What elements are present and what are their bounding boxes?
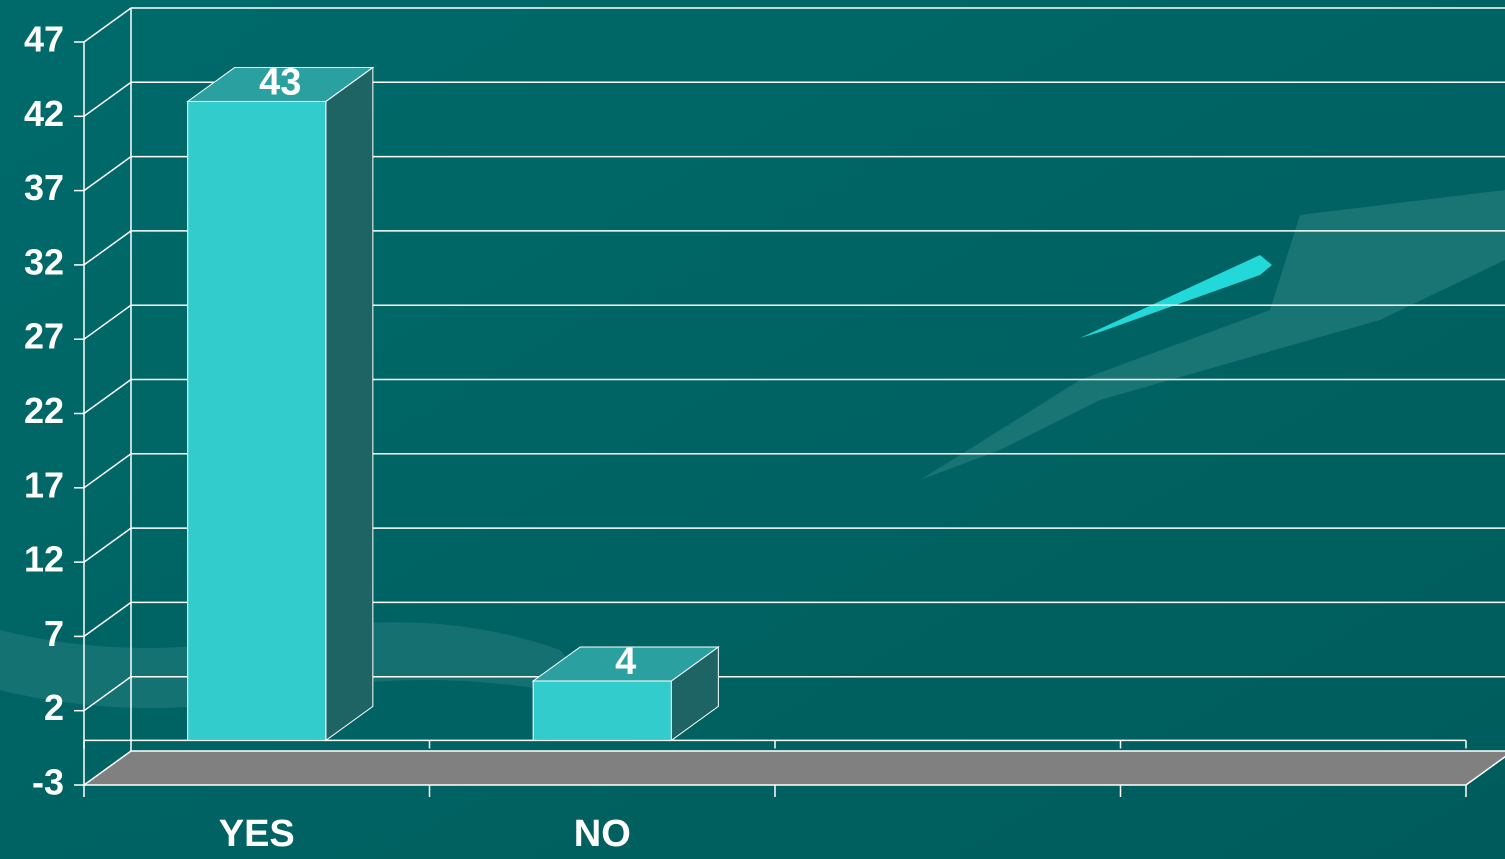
grid-line [83, 7, 132, 43]
grid-line [83, 378, 132, 415]
x-tick-label: NO [574, 813, 631, 855]
grid-line [83, 676, 132, 712]
y-tick-label: 47 [24, 19, 64, 60]
bar [532, 680, 672, 741]
grid-line [83, 527, 132, 563]
y-tick-label: -3 [32, 762, 64, 803]
y-tick-label: 17 [24, 464, 64, 505]
data-label: 4 [615, 641, 636, 683]
grid-line [83, 155, 132, 192]
grid-line [83, 601, 132, 638]
y-tick-label: 12 [24, 539, 64, 580]
decoration [920, 190, 1505, 480]
bar-side [325, 66, 374, 742]
y-tick-label: 32 [24, 241, 64, 282]
grid-line [83, 81, 132, 117]
x-tick-label: YES [219, 813, 295, 855]
grid-line [83, 453, 132, 489]
y-tick-label: 42 [24, 93, 64, 134]
y-tick-label: 2 [44, 687, 64, 728]
y-tick-label: 7 [44, 613, 64, 654]
y-tick-label: 22 [24, 390, 64, 431]
bar [187, 100, 327, 741]
y-tick-label: 27 [24, 316, 64, 357]
grid-line [83, 230, 132, 266]
data-label: 43 [259, 61, 301, 103]
decoration [1080, 255, 1272, 338]
y-tick-label: 37 [24, 167, 64, 208]
grid-line [83, 304, 132, 340]
floor [81, 750, 1505, 786]
